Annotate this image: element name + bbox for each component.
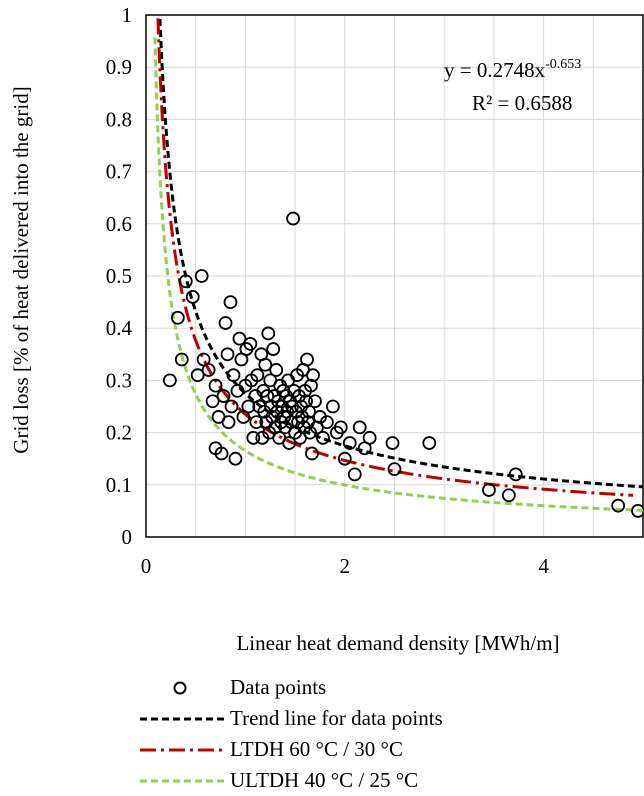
- data-point: [611, 498, 626, 513]
- data-point: [362, 430, 377, 445]
- data-point: [243, 336, 258, 351]
- y-axis-title: Grid loss [% of heat delivered into the …: [9, 86, 33, 453]
- data-point: [337, 451, 352, 466]
- y-tick-label: 0.1: [106, 473, 132, 497]
- data-point: [508, 467, 523, 482]
- data-point: [302, 404, 316, 419]
- y-tick-label: 0.7: [106, 160, 132, 184]
- r-squared-text: R² = 0.6588: [472, 91, 572, 115]
- x-tick-label: 4: [538, 554, 549, 578]
- data-points: [162, 211, 643, 518]
- data-point: [305, 446, 319, 461]
- data-point: [190, 368, 205, 383]
- data-point: [214, 446, 229, 461]
- data-point: [261, 326, 276, 341]
- data-point: [170, 310, 185, 325]
- data-point: [325, 399, 340, 414]
- y-tick-label: 0.2: [106, 421, 132, 445]
- legend-item-ltdh: LTDH 60 °C / 30 °C: [140, 734, 640, 765]
- x-tick-label: 0: [141, 554, 152, 578]
- legend-label: Trend line for data points: [230, 706, 443, 730]
- data-point: [194, 269, 209, 283]
- legend-item-data-points: Data points: [140, 672, 640, 703]
- data-point: [221, 415, 236, 430]
- legend-label: ULTDH 40 °C / 25 °C: [230, 768, 419, 792]
- data-point: [631, 504, 643, 518]
- y-tick-label: 0.6: [106, 212, 132, 236]
- open-circle-marker-icon: [140, 678, 226, 698]
- data-point: [228, 451, 243, 466]
- data-point: [352, 420, 367, 435]
- data-point: [333, 420, 348, 435]
- legend: Data points Trend line for data points L…: [140, 672, 640, 796]
- y-tick-label: 0.8: [106, 107, 132, 131]
- data-point: [286, 211, 301, 226]
- data-point: [226, 368, 241, 383]
- equation-exponent: -0.653: [545, 57, 581, 72]
- y-tick-label: 0.9: [106, 55, 132, 79]
- data-point: [220, 347, 235, 362]
- data-point: [250, 368, 265, 383]
- data-point: [304, 378, 318, 393]
- equation-text: y = 0.2748x-0.653: [444, 57, 581, 82]
- series-line: [153, 37, 643, 512]
- data-point: [306, 368, 320, 383]
- data-point: [241, 399, 256, 414]
- plot-frame: [145, 14, 644, 538]
- data-point: [387, 462, 402, 477]
- data-point: [249, 415, 264, 430]
- data-point: [422, 436, 437, 450]
- chart: 0 0.1 0.2 0.3 0.4 0.5 0.6 0.7 0.8 0.9 1 0 2 4 y = 0.2…: [9, 3, 644, 655]
- data-point: [201, 363, 216, 377]
- dash-dot-line-icon: [140, 740, 226, 760]
- equation-main: y = 0.2748x: [444, 58, 546, 82]
- dashed-line-icon: [140, 709, 226, 729]
- data-point: [174, 352, 189, 367]
- plot-border: [145, 14, 644, 538]
- legend-label: Data points: [230, 675, 327, 699]
- tick-labels: 0 0.1 0.2 0.3 0.4 0.5 0.6 0.7 0.8 0.9 1 0 2 4: [106, 3, 550, 578]
- data-point: [216, 389, 231, 403]
- x-tick-label: 2: [340, 554, 351, 578]
- y-tick-label: 0.3: [106, 368, 132, 392]
- y-tick-label: 1: [122, 3, 133, 27]
- series-line: [156, 18, 634, 497]
- data-point: [218, 316, 233, 330]
- data-point: [208, 378, 223, 393]
- data-point: [316, 430, 330, 445]
- data-point: [308, 394, 322, 409]
- data-point: [258, 357, 273, 372]
- data-point: [282, 436, 297, 450]
- data-point: [347, 467, 362, 482]
- data-point: [482, 483, 496, 497]
- data-point: [269, 363, 284, 377]
- legend-item-ultdh: ULTDH 40 °C / 25 °C: [140, 765, 640, 796]
- y-tick-label: 0.5: [106, 264, 132, 288]
- data-point: [300, 352, 314, 367]
- y-tick-label: 0: [122, 525, 133, 549]
- data-point: [266, 342, 281, 356]
- data-point: [224, 399, 239, 414]
- data-point: [320, 415, 334, 430]
- data-point: [385, 436, 400, 450]
- x-axis-title: Linear heat demand density [MWh/m]: [236, 631, 559, 655]
- data-point: [205, 394, 220, 409]
- legend-item-trend-line: Trend line for data points: [140, 703, 640, 734]
- grid-lines: [146, 15, 643, 537]
- data-point: [162, 373, 177, 388]
- legend-label: LTDH 60 °C / 30 °C: [230, 737, 403, 761]
- data-point: [178, 274, 193, 289]
- y-tick-label: 0.4: [106, 316, 133, 340]
- data-point: [501, 488, 516, 503]
- data-point: [185, 289, 200, 304]
- data-point: [232, 331, 247, 346]
- dashed-line-icon: [140, 771, 226, 791]
- data-point: [223, 295, 238, 310]
- data-point: [342, 436, 357, 450]
- data-point: [246, 430, 261, 445]
